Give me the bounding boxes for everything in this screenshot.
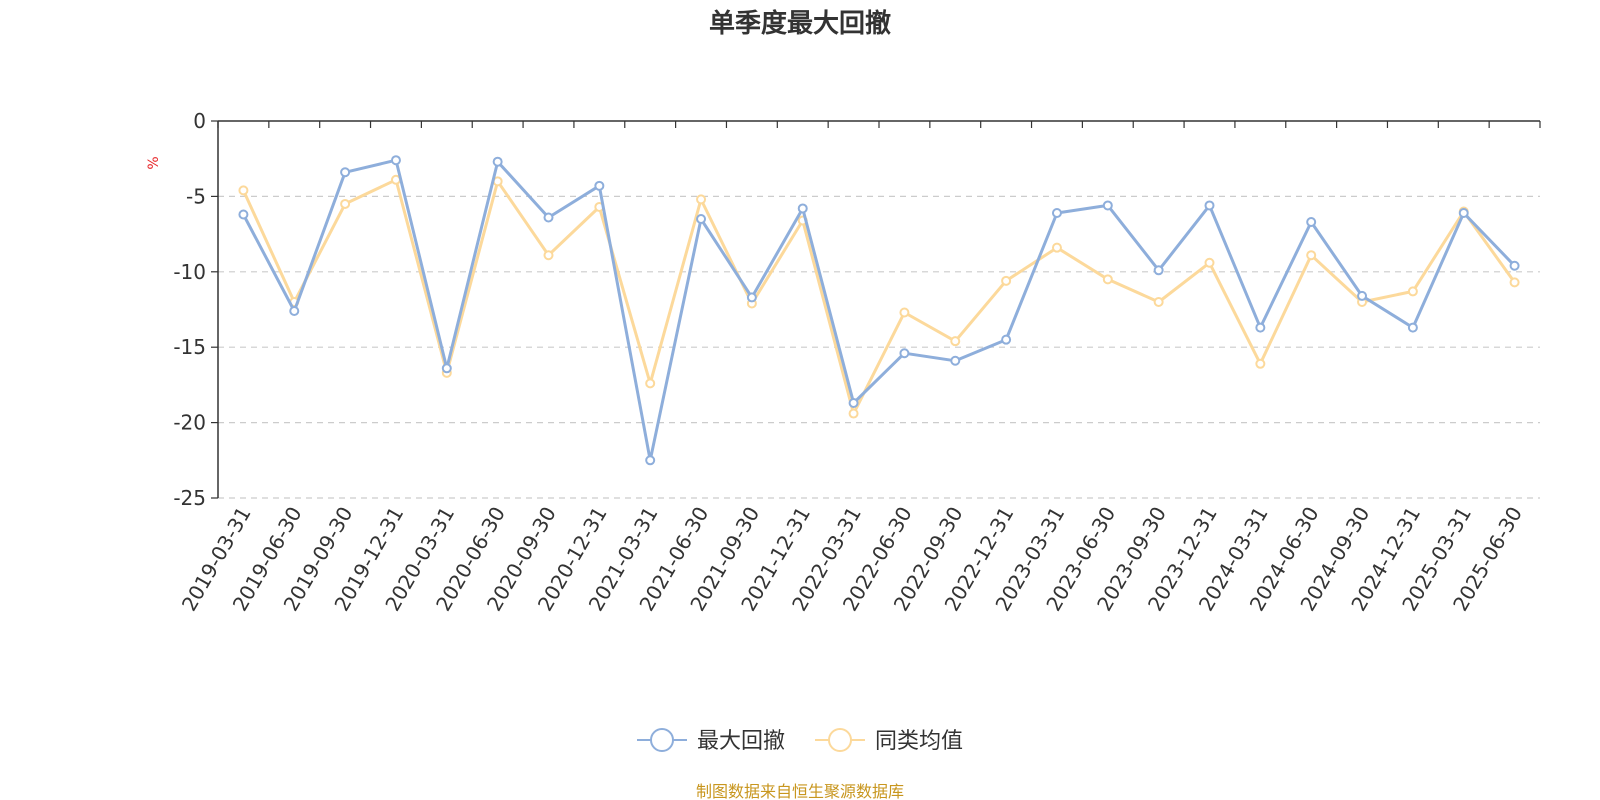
data-point (1306, 250, 1317, 261)
data-point (1306, 217, 1317, 228)
data-point (848, 397, 859, 408)
data-point (950, 355, 961, 366)
data-point (340, 198, 351, 209)
series-line (242, 158, 1516, 462)
data-point (1153, 265, 1164, 276)
data-point (899, 307, 910, 318)
data-point (746, 292, 757, 303)
data-point (1204, 257, 1215, 268)
data-point (1153, 296, 1164, 307)
data-point (441, 363, 452, 374)
data-point (1001, 334, 1012, 345)
data-point (696, 194, 707, 205)
series-line (242, 178, 1516, 416)
legend-label: 最大回撤 (697, 729, 785, 754)
data-point (340, 167, 351, 178)
data-point (1255, 322, 1266, 333)
data-point (1051, 242, 1062, 253)
data-point (1102, 274, 1113, 285)
legend-item-2[interactable]: 同类均值 (815, 728, 963, 754)
y-axis-unit: % (146, 156, 162, 169)
data-point (1509, 277, 1520, 288)
source-note: 制图数据来自恒生聚源数据库 (696, 782, 904, 800)
legend-marker (650, 728, 674, 752)
y-axis: 0 -5 -10 -15 -20 -25 (173, 109, 219, 510)
data-point (899, 348, 910, 359)
data-point (1509, 260, 1520, 271)
y-tick-label: -5 (186, 184, 206, 208)
data-point (1001, 275, 1012, 286)
data-point (1407, 322, 1418, 333)
data-point (1102, 200, 1113, 211)
legend-item-1[interactable]: 最大回撤 (637, 728, 785, 754)
data-point (645, 378, 656, 389)
data-point (1458, 207, 1469, 218)
data-point (543, 250, 554, 261)
data-point (696, 214, 707, 225)
data-point (1407, 286, 1418, 297)
x-axis: 2019-03-312019-06-302019-09-302019-12-31… (177, 120, 1541, 615)
y-tick-label: -15 (173, 335, 206, 359)
data-point (797, 203, 808, 214)
data-point (1357, 290, 1368, 301)
data-point (848, 408, 859, 419)
y-tick-label: -20 (173, 411, 206, 435)
data-point (1255, 358, 1266, 369)
data-point (390, 155, 401, 166)
y-tick-label: 0 (193, 109, 206, 133)
grid-lines (218, 195, 1540, 499)
data-point (289, 306, 300, 317)
data-point (594, 180, 605, 191)
data-point (238, 185, 249, 196)
series-2 (238, 174, 1520, 419)
legend-marker (828, 728, 852, 752)
legend-label: 同类均值 (875, 729, 963, 754)
data-point (543, 212, 554, 223)
y-tick-label: -10 (173, 260, 206, 284)
data-point (950, 336, 961, 347)
y-tick-label: -25 (173, 486, 206, 510)
series-group (238, 155, 1520, 466)
data-point (492, 156, 503, 167)
data-point (645, 455, 656, 466)
data-point (1051, 207, 1062, 218)
data-point (238, 209, 249, 220)
series-1 (238, 155, 1520, 466)
data-point (1204, 200, 1215, 211)
legend[interactable]: 最大回撤 同类均值 (637, 728, 963, 754)
chart-title: 单季度最大回撤 (709, 8, 891, 39)
